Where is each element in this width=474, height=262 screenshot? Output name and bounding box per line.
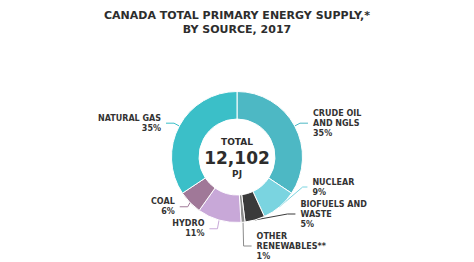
svg-text:HYDRO: HYDRO — [172, 219, 204, 228]
svg-text:5%: 5% — [300, 220, 314, 229]
svg-text:PJ: PJ — [232, 169, 242, 179]
svg-text:NATURAL GAS: NATURAL GAS — [98, 114, 161, 123]
svg-text:RENEWABLES**: RENEWABLES** — [257, 242, 327, 251]
svg-text:1%: 1% — [257, 252, 271, 261]
svg-text:CRUDE OIL: CRUDE OIL — [313, 109, 361, 118]
svg-text:CANADA TOTAL PRIMARY ENERGY SU: CANADA TOTAL PRIMARY ENERGY SUPPLY,* — [104, 9, 370, 22]
svg-text:TOTAL: TOTAL — [221, 137, 253, 147]
svg-text:OTHER: OTHER — [257, 232, 288, 241]
svg-text:AND NGLS: AND NGLS — [313, 119, 360, 128]
svg-text:NUCLEAR: NUCLEAR — [312, 178, 354, 187]
svg-text:11%: 11% — [185, 229, 204, 238]
svg-text:6%: 6% — [161, 207, 175, 216]
svg-text:WASTE: WASTE — [300, 210, 331, 219]
svg-text:12,102: 12,102 — [204, 148, 270, 168]
svg-text:35%: 35% — [313, 129, 332, 138]
svg-text:9%: 9% — [312, 188, 326, 197]
svg-text:35%: 35% — [142, 124, 161, 133]
svg-text:BY SOURCE, 2017: BY SOURCE, 2017 — [183, 23, 291, 36]
svg-text:BIOFUELS AND: BIOFUELS AND — [300, 200, 367, 209]
svg-text:COAL: COAL — [151, 197, 175, 206]
